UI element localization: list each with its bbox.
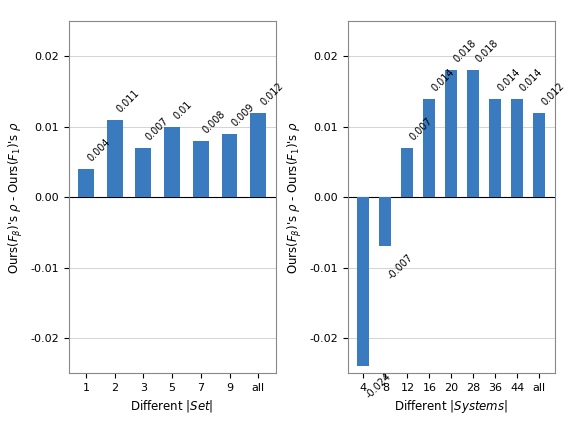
- Bar: [136, 148, 151, 197]
- Text: 0.007: 0.007: [407, 116, 434, 142]
- Bar: [78, 169, 94, 197]
- Text: 0.012: 0.012: [539, 81, 566, 107]
- Bar: [511, 99, 523, 197]
- Text: 0.014: 0.014: [518, 67, 544, 93]
- Bar: [193, 141, 209, 197]
- Text: 0.01: 0.01: [172, 99, 194, 121]
- Bar: [533, 113, 546, 197]
- Text: 0.007: 0.007: [144, 116, 170, 142]
- Text: 0.008: 0.008: [201, 109, 227, 135]
- Bar: [379, 197, 391, 246]
- Text: 0.011: 0.011: [114, 88, 141, 114]
- Text: 0.018: 0.018: [474, 38, 500, 65]
- X-axis label: Different $|Set|$: Different $|Set|$: [130, 399, 214, 414]
- Text: 0.009: 0.009: [229, 102, 256, 128]
- Bar: [467, 70, 479, 197]
- X-axis label: Different $|Systems|$: Different $|Systems|$: [394, 399, 509, 416]
- Bar: [221, 134, 237, 197]
- Text: -0.024: -0.024: [363, 372, 392, 401]
- Bar: [358, 197, 370, 366]
- Text: 0.014: 0.014: [495, 67, 522, 93]
- Y-axis label: Ours$(F_\beta)$'s $\rho$ - Ours$(F_1)$'s $\rho$: Ours$(F_\beta)$'s $\rho$ - Ours$(F_1)$'s…: [286, 121, 304, 273]
- Bar: [489, 99, 502, 197]
- Bar: [446, 70, 458, 197]
- Bar: [402, 148, 414, 197]
- Bar: [164, 127, 180, 197]
- Bar: [107, 120, 122, 197]
- Text: 0.014: 0.014: [430, 67, 456, 93]
- Y-axis label: Ours$(F_\beta)$'s $\rho$ - Ours$(F_1)$'s $\rho$: Ours$(F_\beta)$'s $\rho$ - Ours$(F_1)$'s…: [7, 121, 25, 273]
- Bar: [251, 113, 266, 197]
- Text: -0.007: -0.007: [386, 252, 415, 281]
- Bar: [423, 99, 435, 197]
- Text: 0.004: 0.004: [86, 137, 113, 163]
- Text: 0.018: 0.018: [451, 38, 478, 65]
- Text: 0.012: 0.012: [258, 81, 285, 107]
